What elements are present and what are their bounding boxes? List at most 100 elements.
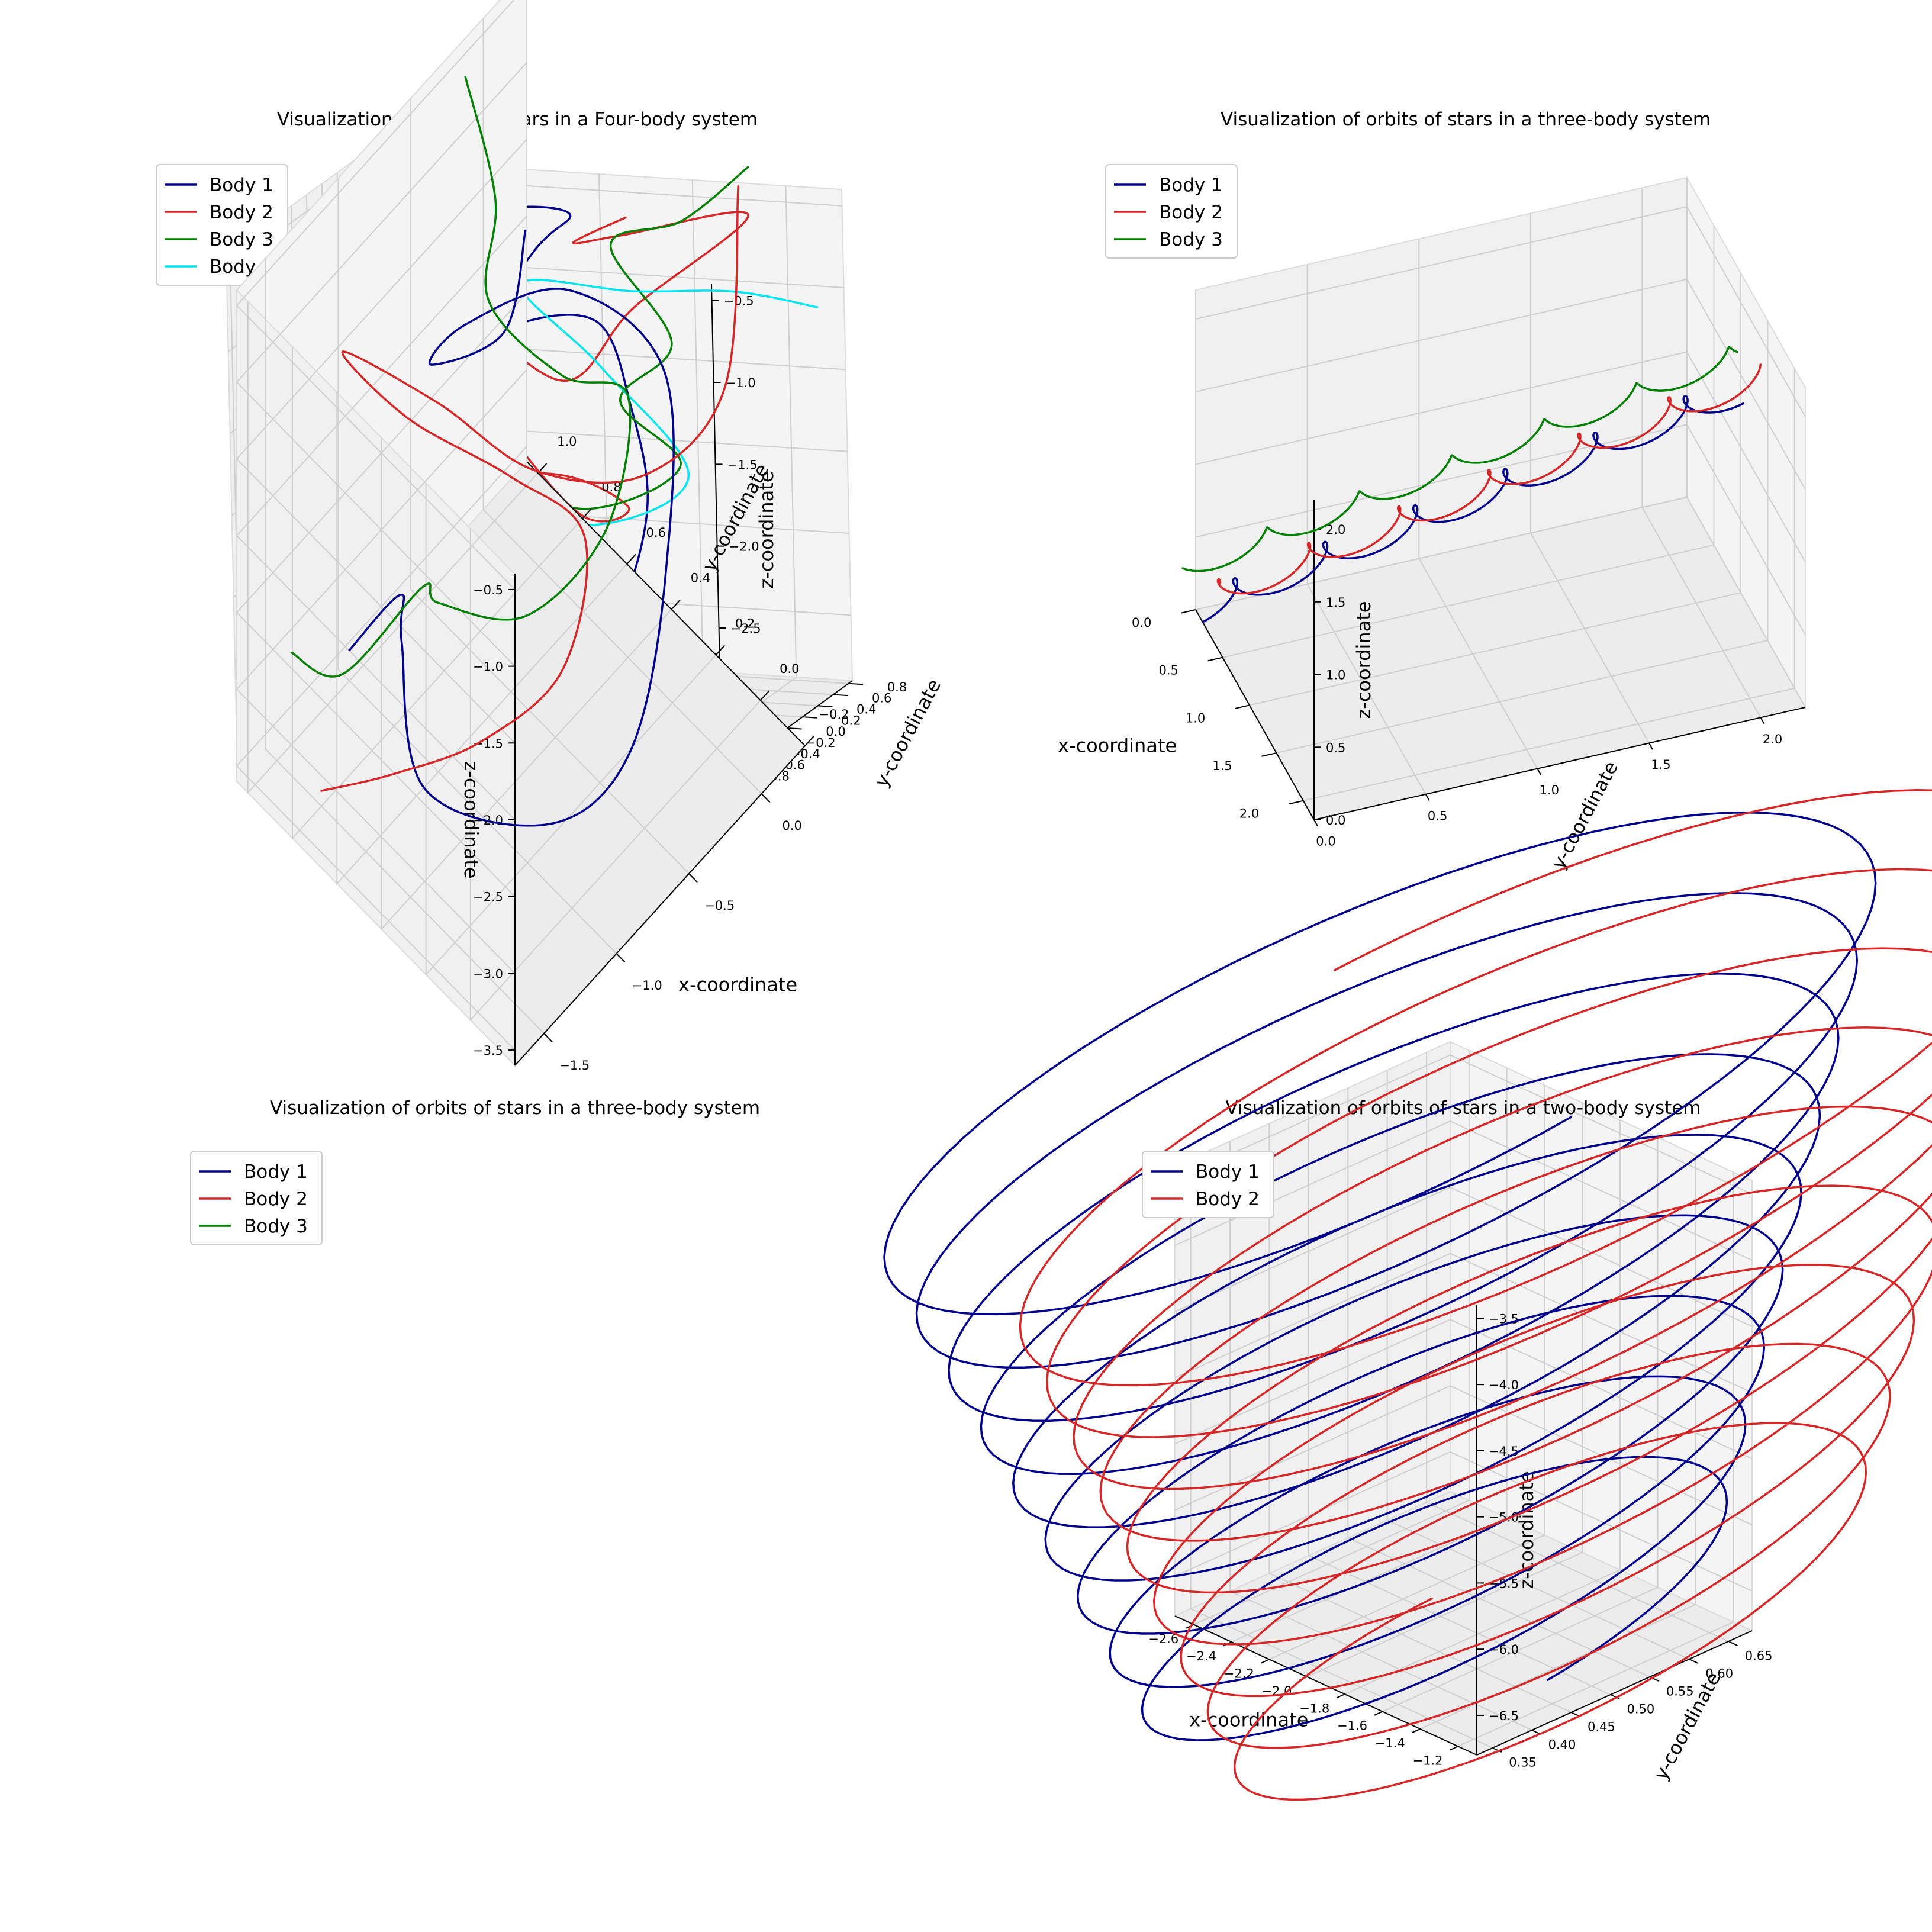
gridline-z — [236, 0, 516, 590]
gridline-z — [1195, 205, 1806, 417]
gridline-y — [1426, 1052, 1729, 1642]
y-tick-label: 0.6 — [646, 526, 665, 540]
z-tick-label: 1.0 — [1326, 668, 1345, 682]
x-tick-label: −1.2 — [1412, 1753, 1442, 1767]
x-tick-label: 2.0 — [1239, 807, 1259, 821]
series-line-body-3 — [1181, 346, 1738, 572]
gridline-z — [236, 215, 527, 820]
y-tick — [833, 694, 848, 697]
y-tick — [802, 716, 817, 719]
y-tick — [1313, 819, 1318, 827]
z-tick-label: −2.0 — [729, 540, 759, 554]
x-tick-label: 0.0 — [1132, 616, 1151, 630]
x-axis-line — [1195, 609, 1315, 820]
legend-label: Body 1 — [1159, 175, 1223, 196]
y-tick-label: 0.0 — [1316, 835, 1335, 849]
z-axis-label: z-coordinate — [755, 471, 778, 588]
y-tick-label: 0.4 — [691, 571, 710, 585]
gridline-z — [1195, 496, 1806, 708]
gridline-y — [292, 347, 583, 840]
gridline-x — [1382, 1137, 1659, 1712]
z-tick-label: −6.0 — [1489, 1643, 1519, 1657]
legend-box — [1105, 164, 1238, 259]
z-tick-label: −2.5 — [473, 890, 503, 904]
z-tick-label: −4.0 — [1489, 1378, 1519, 1392]
legend-box — [190, 1151, 323, 1245]
subplot-title: Visualization of orbits of stars in a th… — [270, 1097, 760, 1119]
subplot-title: Visualization of orbits of stars in a th… — [1221, 109, 1711, 130]
x-tick — [1449, 1746, 1458, 1751]
legend-label: Body 2 — [1159, 202, 1223, 223]
subplot-two-body: −2.6−2.4−2.2−2.0−1.8−1.6−1.4−1.2 0.350.40… — [883, 789, 1932, 1801]
legend-label: Body 3 — [1159, 229, 1223, 250]
x-axis-label: x-coordinate — [678, 973, 797, 996]
subplot-three-body-a: 0.0 0.5 1.0 1.5 2.0 0.0 0.5 1.0 1.5 2.0 0.0 0.5 1.0 1… — [1058, 109, 1807, 873]
gridline-x — [337, 178, 617, 954]
legend: Body 1 Body 2 — [1142, 1151, 1274, 1218]
gridline-z — [1195, 278, 1806, 490]
z-tick-label: 1.5 — [1326, 595, 1345, 610]
gridline-y — [1268, 1123, 1572, 1713]
z-tick-label: −0.5 — [473, 583, 503, 597]
y-tick — [715, 645, 726, 656]
y-tick-label: 0.65 — [1745, 1649, 1773, 1663]
gridline-y — [469, 529, 761, 1022]
x-tick-label: −1.6 — [1337, 1719, 1367, 1733]
z-tick-label: −1.0 — [726, 376, 756, 390]
x-tick — [1374, 1711, 1383, 1716]
x-tick-label: 0.5 — [1158, 664, 1178, 678]
y-tick — [671, 599, 681, 610]
y-tick — [804, 736, 814, 746]
axes-3d: −2.6−2.4−2.2−2.0−1.8−1.6−1.4−1.2 0.350.40… — [1148, 1041, 1773, 1783]
y-tick-label: −0.2 — [819, 707, 849, 722]
x-tick — [1336, 1693, 1345, 1699]
gridline-y — [247, 301, 539, 794]
y-tick-label: 0.55 — [1666, 1685, 1694, 1699]
x-tick — [1261, 1659, 1270, 1664]
gridline-x — [1231, 1068, 1508, 1643]
z-tick-label: −2.5 — [731, 622, 761, 636]
gridline-y — [336, 392, 627, 886]
gridline-y — [1190, 1159, 1493, 1749]
legend-box — [156, 164, 288, 286]
z-tick-label: 0.0 — [1326, 813, 1345, 827]
z-tick-label: −5.0 — [1489, 1511, 1519, 1525]
gridline-x — [482, 18, 762, 794]
subplot-three-body-b: −1.5−1.0−0.50.0−0.20.00.20.40.60.81.0−3.… — [190, 0, 849, 1245]
series-group — [290, 76, 739, 827]
legend: Body 1 Body 2 Body 3 — [1105, 164, 1238, 259]
legend-label: Body 1 — [1196, 1161, 1260, 1183]
x-axis-line — [1174, 1615, 1477, 1756]
gridline-y — [381, 437, 672, 931]
gridline-z — [236, 62, 527, 667]
series-line-body-2 — [1216, 363, 1762, 595]
y-tick-label: 0.50 — [1627, 1702, 1654, 1717]
gridline-y — [1308, 1106, 1611, 1695]
x-axis-line — [514, 745, 806, 1066]
y-tick-label: 0.0 — [780, 662, 799, 676]
y-tick-label: −0.2 — [806, 736, 836, 750]
axes-3d: −1.5−1.0−0.50.0−0.20.00.20.40.60.81.0−3.… — [236, 0, 849, 1073]
x-tick-label: 1.0 — [1186, 711, 1205, 725]
y-tick-label: 0.6 — [872, 691, 891, 706]
x-tick — [1261, 752, 1277, 757]
z-tick-label: −1.0 — [473, 660, 503, 674]
legend-label: Body 3 — [244, 1216, 308, 1237]
gridline-z — [1174, 1054, 1753, 1195]
x-tick — [1234, 704, 1250, 710]
gridline-z — [236, 446, 527, 1051]
x-tick — [1180, 609, 1196, 614]
y-tick-label: 0.35 — [1509, 1756, 1537, 1770]
x-tick-label: −1.5 — [559, 1058, 590, 1073]
x-tick — [1208, 656, 1223, 662]
x-tick-label: −1.0 — [632, 978, 662, 993]
series-group — [1181, 346, 1762, 623]
y-tick-label: 0.8 — [887, 680, 907, 694]
x-tick — [761, 793, 771, 803]
x-tick — [688, 873, 698, 883]
gridline-x — [410, 98, 690, 874]
gridline-z — [236, 369, 527, 974]
gridline-x — [1306, 1102, 1583, 1677]
series-line-body-1 — [348, 229, 675, 827]
legend-box — [1142, 1151, 1274, 1218]
